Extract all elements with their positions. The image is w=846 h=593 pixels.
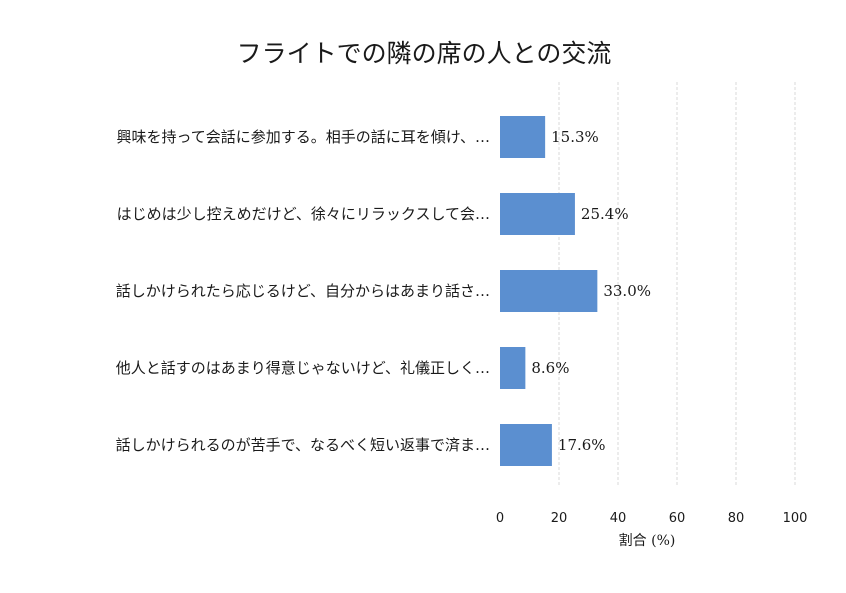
value-label-4: 8.6% bbox=[531, 359, 569, 377]
x-tick-label-60: 60 bbox=[669, 511, 686, 526]
value-label-3: 33.0% bbox=[603, 282, 651, 300]
category-label-1: 興味を持って会話に参加する。相手の話に耳を傾け、… bbox=[116, 128, 490, 146]
value-label-1: 15.3% bbox=[551, 128, 599, 146]
bar-2 bbox=[500, 193, 575, 235]
bar-1 bbox=[500, 116, 546, 158]
x-tick-label-100: 100 bbox=[783, 511, 808, 526]
category-label-5: 話しかけられるのが苦手で、なるべく短い返事で済ま… bbox=[116, 436, 490, 454]
bar-5 bbox=[500, 424, 552, 466]
x-axis-ticks: 0 20 40 60 80 100 bbox=[496, 511, 808, 526]
category-label-3: 話しかけられたら応じるけど、自分からはあまり話さ… bbox=[116, 282, 490, 300]
category-label-4: 他人と話すのはあまり得意じゃないけど、礼儀正しく… bbox=[116, 359, 490, 377]
bars bbox=[500, 116, 598, 466]
grid-lines bbox=[558, 82, 796, 487]
bar-3 bbox=[500, 270, 598, 312]
x-tick-label-40: 40 bbox=[610, 511, 627, 526]
category-label-2: はじめは少し控えめだけど、徐々にリラックスして会… bbox=[117, 205, 490, 223]
category-labels: 興味を持って会話に参加する。相手の話に耳を傾け、… はじめは少し控えめだけど、徐々… bbox=[116, 128, 490, 454]
value-label-2: 25.4% bbox=[581, 205, 629, 223]
x-tick-label-80: 80 bbox=[728, 511, 745, 526]
x-tick-label-20: 20 bbox=[551, 511, 568, 526]
bar-4 bbox=[500, 347, 526, 389]
value-labels: 15.3% 25.4% 33.0% 8.6% 17.6% bbox=[531, 128, 651, 454]
value-label-5: 17.6% bbox=[558, 436, 606, 454]
x-tick-label-0: 0 bbox=[496, 511, 504, 526]
x-axis-title: 割合 (%) bbox=[619, 532, 676, 549]
chart-title: フライトでの隣の席の人との交流 bbox=[237, 39, 612, 68]
